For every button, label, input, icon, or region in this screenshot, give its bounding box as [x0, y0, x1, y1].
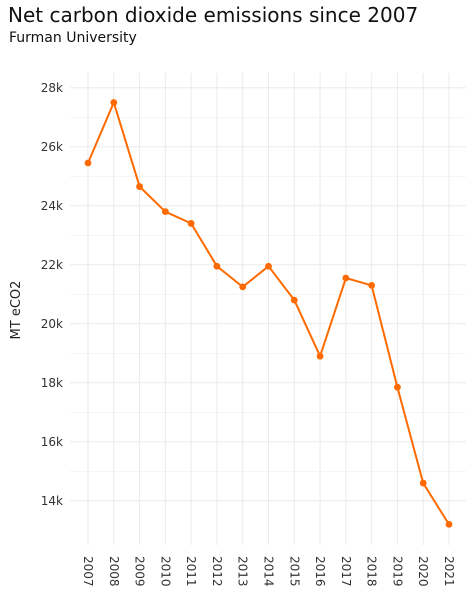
chart-subtitle: Furman University — [9, 30, 137, 46]
x-tick-label: 2009 — [133, 556, 147, 587]
data-point — [187, 220, 195, 227]
x-tick-label: 2016 — [313, 556, 327, 587]
x-tick-label: 2010 — [158, 556, 172, 587]
data-point — [368, 282, 376, 289]
y-tick-label: 26k — [41, 140, 63, 154]
y-tick-label: 24k — [41, 199, 63, 213]
x-tick-label: 2021 — [442, 556, 456, 587]
data-point — [136, 183, 143, 190]
data-point — [265, 262, 272, 270]
x-tick-label: 2012 — [210, 556, 224, 587]
x-axis: 2007 2008 2009 2010 2011 2012 2013 2014 2015 2016… — [81, 556, 456, 587]
data-point — [110, 99, 118, 106]
data-point — [342, 274, 350, 282]
data-point — [419, 479, 427, 487]
y-axis: 14k 16k 18k 20k 22k 24k 26k 28k — [41, 81, 63, 508]
y-tick-label: 28k — [41, 81, 63, 95]
x-tick-label: 2018 — [365, 556, 379, 587]
x-tick-label: 2019 — [390, 556, 404, 587]
x-tick-label: 2017 — [339, 556, 353, 587]
x-tick-label: 2015 — [287, 556, 301, 587]
x-tick-label: 2013 — [236, 556, 250, 587]
x-tick-label: 2007 — [81, 556, 95, 587]
data-point — [213, 262, 221, 270]
series-points-layer — [84, 99, 453, 528]
y-tick-label: 18k — [41, 376, 63, 390]
y-tick-label: 16k — [41, 435, 63, 449]
x-tick-label: 2020 — [416, 556, 430, 587]
y-axis-title: MT eCO2 — [9, 281, 24, 340]
data-point — [239, 283, 247, 291]
chart-title: Net carbon dioxide emissions since 2007 — [8, 3, 419, 27]
data-point — [161, 208, 169, 216]
x-tick-label: 2014 — [262, 556, 276, 587]
y-tick-label: 22k — [41, 258, 63, 272]
data-point — [290, 296, 298, 304]
y-tick-label: 20k — [41, 317, 63, 331]
data-point — [394, 383, 401, 391]
y-tick-label: 14k — [41, 494, 63, 508]
data-point — [316, 352, 324, 360]
data-point — [84, 159, 92, 167]
x-tick-label: 2008 — [107, 556, 121, 587]
data-point — [445, 520, 453, 528]
x-tick-label: 2011 — [184, 556, 198, 587]
grid-lines — [70, 73, 466, 545]
